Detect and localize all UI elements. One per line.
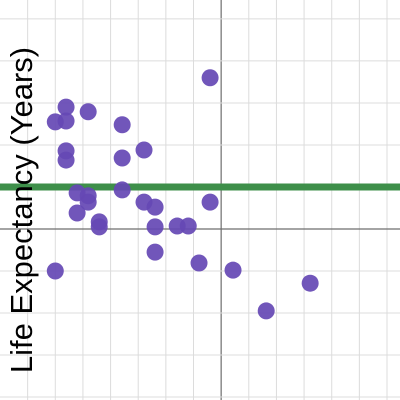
data-point <box>190 254 208 272</box>
data-point <box>224 261 242 279</box>
y-axis-label: Life Expectancy (Years) <box>4 47 39 373</box>
data-point <box>179 217 197 235</box>
data-point <box>201 193 219 211</box>
data-point <box>46 262 64 280</box>
data-point <box>257 302 275 320</box>
data-point <box>57 112 75 130</box>
data-point <box>79 193 97 211</box>
data-point <box>68 204 86 222</box>
data-point <box>113 181 131 199</box>
data-point <box>301 274 319 292</box>
data-point <box>146 243 164 261</box>
data-point <box>90 218 108 236</box>
data-point <box>57 98 75 116</box>
data-point <box>201 69 219 87</box>
data-point <box>113 149 131 167</box>
data-point <box>113 116 131 134</box>
data-point <box>79 103 97 121</box>
data-point <box>57 151 75 169</box>
data-point <box>146 198 164 216</box>
data-point <box>135 141 153 159</box>
data-point <box>146 218 164 236</box>
mark-layer <box>0 69 400 320</box>
